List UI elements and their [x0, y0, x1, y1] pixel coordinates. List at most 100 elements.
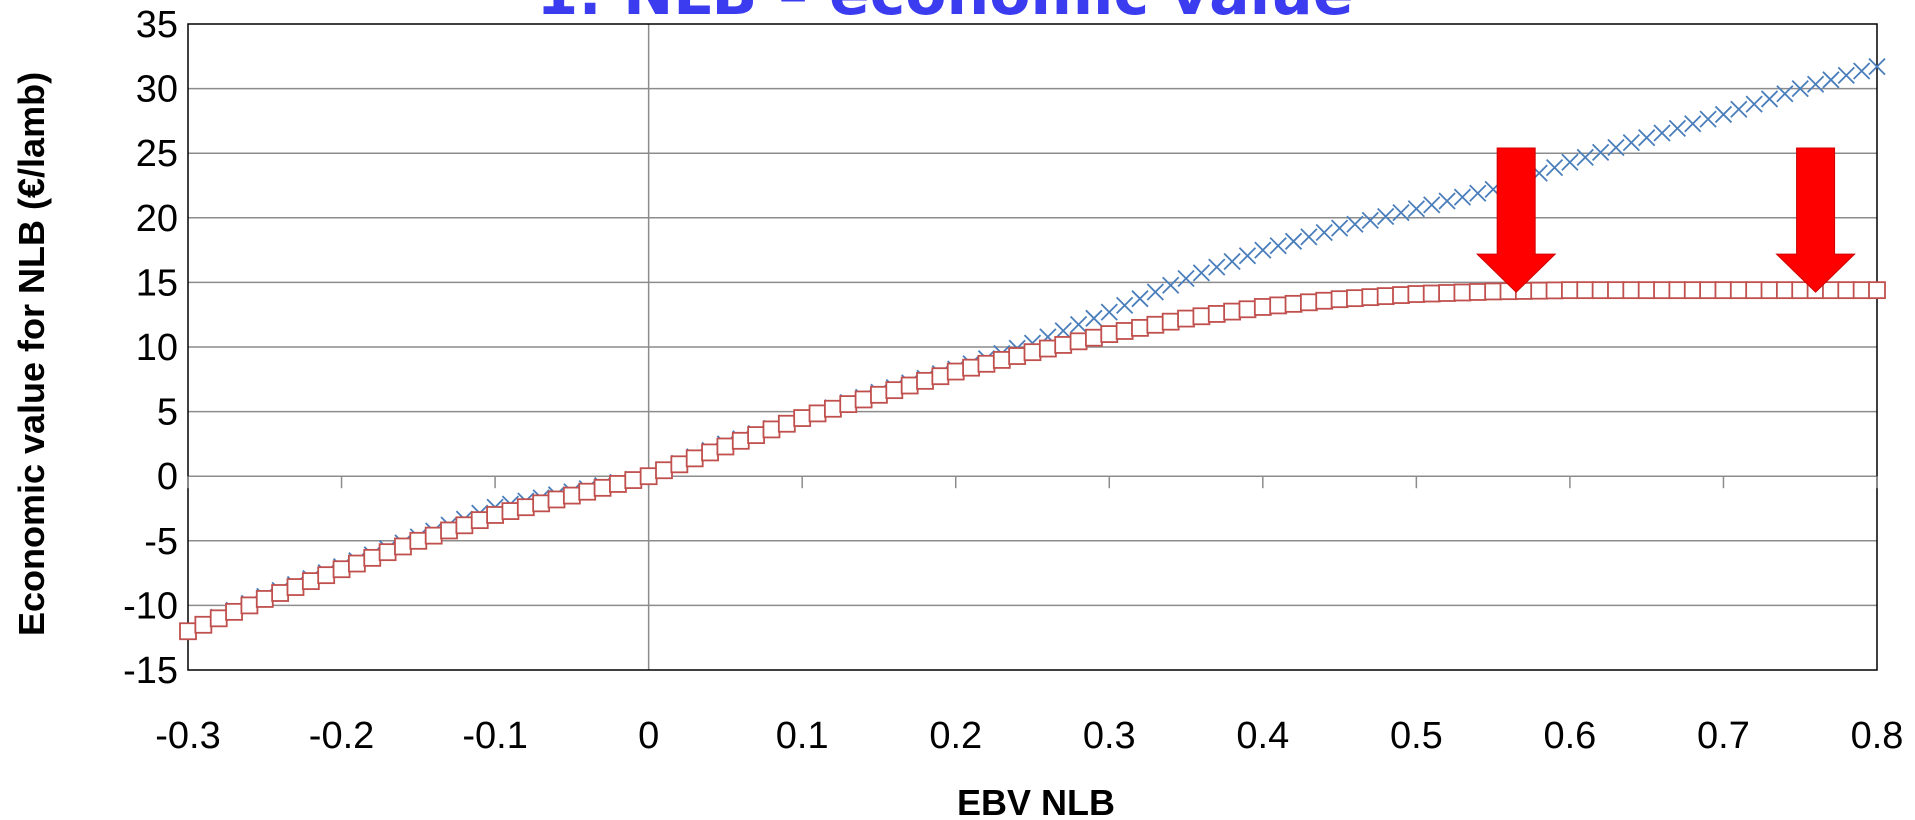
x-tick-label: 0.6 [1543, 715, 1596, 757]
arrow-icon [1475, 147, 1557, 293]
square-marker [1837, 281, 1856, 300]
square-marker [1607, 281, 1625, 300]
square-marker [317, 566, 336, 585]
square-marker [1038, 339, 1057, 358]
x-marker [1668, 119, 1687, 138]
square-marker [301, 572, 320, 591]
square-marker [1699, 281, 1717, 300]
square-marker [1468, 283, 1487, 301]
square-marker [1223, 302, 1242, 321]
x-marker [1561, 153, 1579, 171]
square-marker [1484, 282, 1503, 301]
x-tick-label: 0.4 [1236, 715, 1289, 757]
square-marker [639, 467, 658, 486]
square-marker [1729, 281, 1748, 300]
x-marker [1346, 215, 1364, 233]
x-marker [1115, 296, 1134, 315]
square-marker [1653, 281, 1671, 300]
y-tick-label: 10 [136, 327, 178, 369]
square-marker [1085, 328, 1103, 347]
x-marker [1822, 71, 1840, 89]
square-marker [624, 471, 643, 489]
x-marker [1730, 100, 1748, 118]
square-marker [1315, 291, 1334, 310]
x-tick-label: -0.2 [309, 715, 374, 757]
square-marker [839, 395, 858, 414]
x-marker [1177, 269, 1195, 288]
square-marker [1622, 281, 1641, 300]
x-marker [1453, 188, 1472, 206]
x-marker [1162, 276, 1180, 294]
square-marker [992, 351, 1011, 369]
x-marker [1745, 95, 1763, 113]
square-marker [777, 414, 796, 433]
x-marker [1269, 237, 1287, 255]
x-marker [1238, 247, 1257, 265]
x-marker [1361, 211, 1379, 230]
square-marker [1822, 281, 1840, 300]
x-tick-label: 0.1 [776, 715, 829, 757]
square-marker [701, 443, 719, 462]
x-marker [1469, 184, 1487, 202]
x-marker [1223, 252, 1241, 271]
square-marker [1775, 281, 1794, 300]
x-marker [1085, 309, 1103, 327]
x-marker [1545, 159, 1564, 177]
square-marker [1146, 315, 1165, 334]
x-marker [1591, 143, 1610, 162]
square-marker [931, 367, 950, 386]
x-marker [1392, 203, 1410, 222]
square-marker [655, 461, 673, 480]
x-marker [1330, 219, 1349, 237]
x-tick-label: 0.2 [929, 715, 982, 757]
square-marker [578, 482, 597, 501]
square-marker [1545, 281, 1564, 300]
square-marker [1008, 347, 1027, 365]
square-marker [946, 362, 965, 381]
square-marker [1852, 281, 1871, 300]
x-marker [1806, 75, 1825, 93]
square-marker [762, 420, 781, 439]
square-marker [870, 385, 888, 404]
square-marker [1346, 289, 1364, 308]
square-marker [225, 602, 243, 621]
y-axis-title: Economic value for NLB (€/lamb) [11, 72, 52, 636]
x-tick-label: 0.7 [1697, 715, 1750, 757]
square-marker [1392, 286, 1410, 304]
y-tick-label: 25 [136, 133, 178, 175]
square-marker [977, 354, 996, 373]
square-marker [747, 426, 766, 445]
x-axis-title: EBV NLB [957, 782, 1115, 820]
y-tick-label: 20 [136, 198, 178, 240]
square-marker [562, 486, 581, 505]
x-marker [1791, 79, 1809, 98]
square-marker [1422, 284, 1441, 303]
x-tick-label: 0.8 [1851, 715, 1904, 757]
square-marker [1284, 294, 1303, 313]
x-marker [1576, 148, 1594, 166]
square-marker [470, 511, 489, 530]
square-marker [609, 475, 627, 493]
x-marker [1146, 283, 1164, 301]
x-marker [1776, 85, 1794, 103]
x-marker [1853, 62, 1871, 80]
square-marker [516, 498, 535, 517]
square-marker [716, 437, 735, 456]
square-marker [685, 449, 704, 468]
square-marker [1668, 281, 1687, 300]
square-marker [286, 578, 305, 596]
square-marker [255, 590, 274, 608]
square-marker [1868, 281, 1886, 300]
square-marker [209, 609, 228, 628]
square-marker [1207, 305, 1226, 323]
square-marker [1637, 281, 1656, 300]
square-marker [347, 554, 366, 573]
x-marker [1714, 105, 1733, 124]
square-marker [240, 596, 259, 615]
x-marker [1300, 228, 1318, 246]
x-marker [1837, 66, 1855, 85]
x-tick-label: -0.1 [462, 715, 527, 757]
x-marker [1100, 303, 1118, 321]
